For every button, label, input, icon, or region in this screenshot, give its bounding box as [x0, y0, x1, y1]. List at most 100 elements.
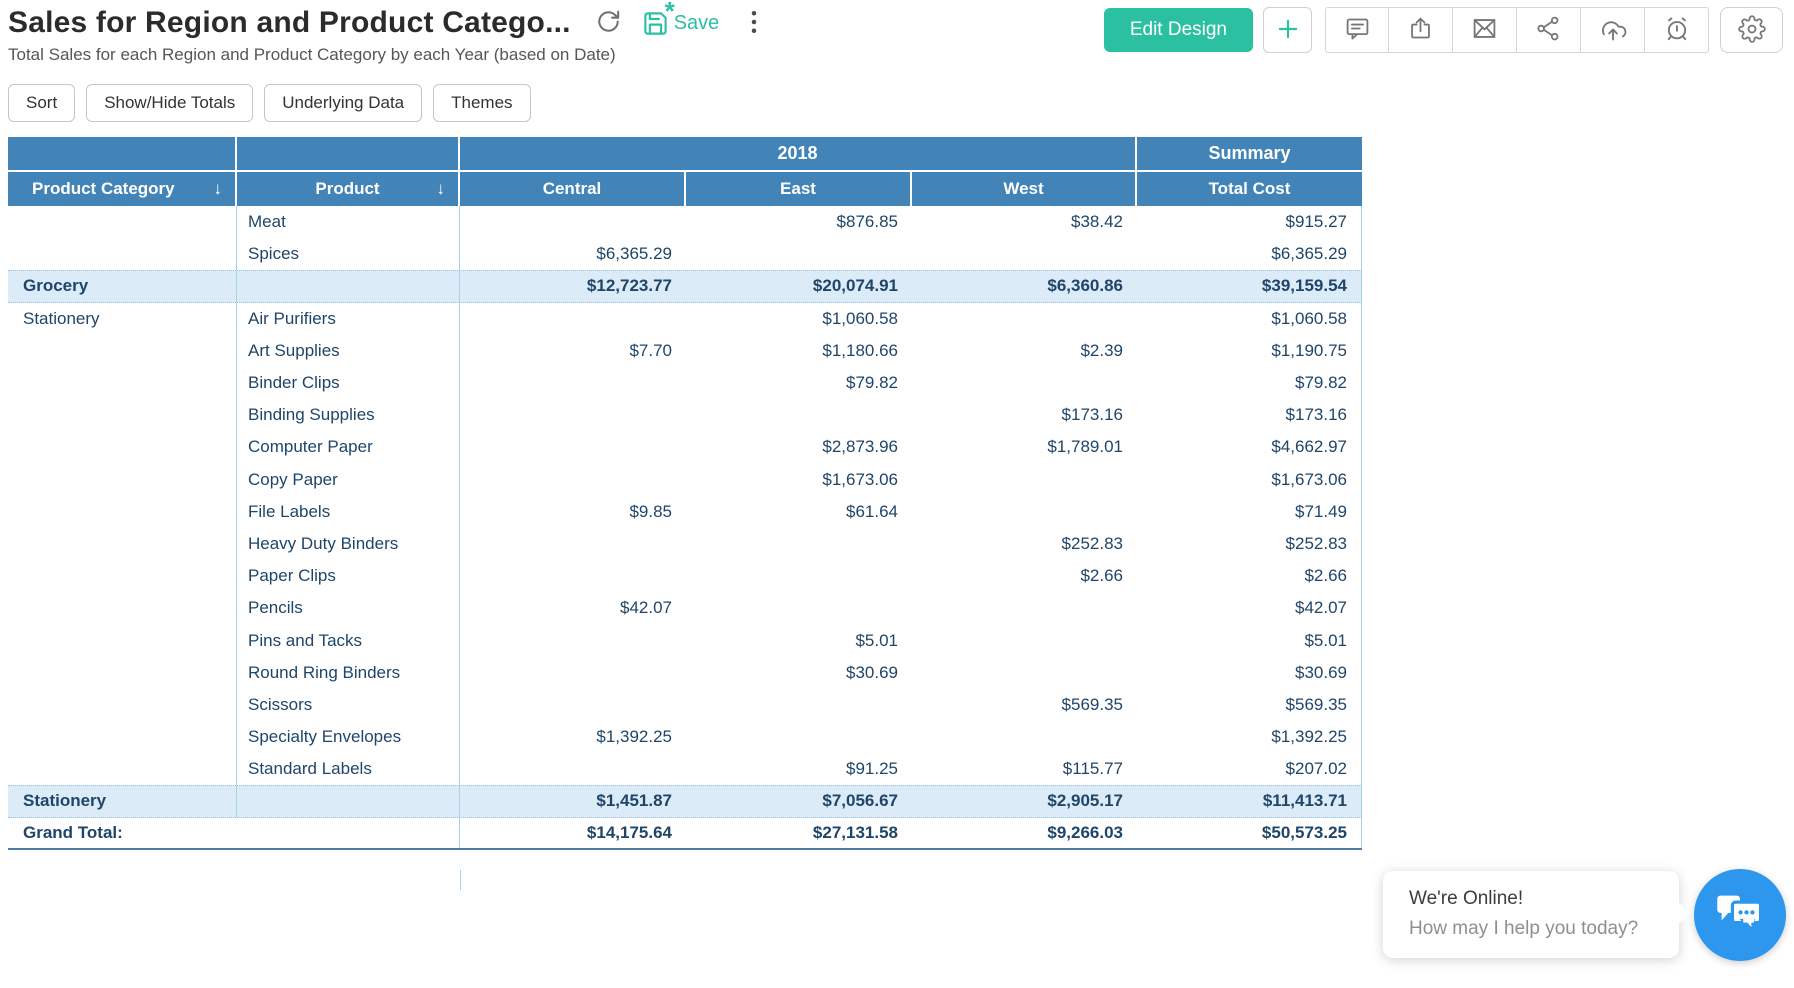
east-value-cell: [686, 560, 912, 592]
data-row: Specialty Envelopes $1,392.25 $1,392.25: [8, 721, 1362, 754]
cloud-upload-button[interactable]: [1581, 7, 1645, 53]
report-subtitle: Total Sales for each Region and Product …: [8, 45, 616, 64]
column-header-row: Product Category ↓ Product ↓ Central East West…: [8, 172, 1362, 206]
category-cell: [8, 431, 237, 464]
category-cell: Stationery: [8, 786, 237, 817]
save-button[interactable]: * Save: [642, 0, 720, 37]
underlying-data-button[interactable]: Underlying Data: [264, 84, 423, 122]
central-value-cell: [460, 464, 686, 496]
chat-greeting-text: How may I help you today?: [1409, 918, 1639, 939]
total-cost-value-cell: $30.69: [1137, 656, 1362, 689]
column-header-east[interactable]: East: [686, 172, 912, 206]
save-icon: *: [642, 0, 675, 37]
total-cost-value-cell: $1,673.06: [1137, 463, 1362, 496]
east-value-cell: $30.69: [846, 662, 898, 682]
sort-button[interactable]: Sort: [8, 84, 76, 122]
column-border-tail: [460, 869, 461, 890]
total-cost-value-cell: $71.49: [1137, 495, 1362, 528]
report-action-bar: Sort Show/Hide Totals Underlying Data Th…: [8, 84, 531, 122]
unsaved-changes-asterisk: *: [664, 0, 675, 26]
data-row: Paper Clips $2.66 $2.66: [8, 560, 1362, 593]
share-icon: [1535, 15, 1562, 45]
central-value-cell: [460, 399, 686, 431]
subtotal-row: Grocery $12,723.77 $20,074.91 $6,360.86 $39,…: [8, 270, 1362, 303]
comment-button[interactable]: [1325, 7, 1389, 53]
more-options-button[interactable]: [739, 7, 769, 40]
refresh-icon: [595, 8, 622, 38]
group-header-2018: 2018: [460, 137, 1137, 170]
add-button[interactable]: [1263, 7, 1312, 53]
total-cost-value-cell: $207.02: [1137, 753, 1362, 786]
central-value-cell: [460, 206, 686, 238]
edit-design-button[interactable]: Edit Design: [1103, 8, 1253, 52]
central-value-cell: [460, 367, 686, 399]
data-row: Computer Paper $2,873.96 $1,789.01 $4,662.9…: [8, 431, 1362, 464]
east-value-cell: [686, 721, 912, 753]
subtotal-row: Stationery $1,451.87 $7,056.67 $2,905.17 $11…: [8, 785, 1362, 818]
product-cell: Binding Supplies: [237, 399, 460, 432]
column-label: East: [780, 179, 816, 198]
central-value-cell: [460, 657, 686, 689]
east-value-cell: $20,074.91: [812, 276, 898, 296]
data-row: Scissors $569.35 $569.35: [8, 688, 1362, 721]
export-button[interactable]: [1389, 7, 1453, 53]
category-cell: [8, 238, 237, 271]
product-cell: Standard Labels: [237, 753, 460, 786]
central-value-cell: $12,723.77: [586, 276, 672, 296]
column-header-product[interactable]: Product ↓: [237, 172, 460, 206]
total-cost-value-cell: $1,190.75: [1137, 334, 1362, 367]
central-value-cell: [460, 528, 686, 560]
share-button[interactable]: [1517, 7, 1581, 53]
data-row: Standard Labels $91.25 $115.77 $207.02: [8, 753, 1362, 786]
report-tools-button-group: [1325, 7, 1709, 53]
chat-greeting-bubble[interactable]: We're Online! How may I help you today?: [1383, 871, 1690, 958]
west-value-cell: $1,789.01: [1047, 437, 1123, 457]
column-label: Product: [315, 179, 380, 198]
category-cell: [8, 463, 237, 496]
export-icon: [1407, 15, 1434, 45]
grand-total-row: Grand Total: $14,175.64 $27,131.58 $9,266.0…: [8, 817, 1362, 850]
refresh-button[interactable]: [595, 8, 622, 38]
column-header-west[interactable]: West: [912, 172, 1137, 206]
west-value-cell: $115.77: [1062, 759, 1123, 779]
total-cost-value-cell: $50,573.25: [1137, 817, 1362, 848]
pivot-table: 2018 Summary Product Category ↓ Product ↓ Cen…: [8, 137, 1362, 890]
report-header: Sales for Region and Product Catego...: [8, 0, 769, 65]
category-cell: [8, 527, 237, 561]
product-cell: Art Supplies: [237, 334, 460, 367]
show-hide-totals-button[interactable]: Show/Hide Totals: [86, 84, 254, 122]
data-row: Stationery Air Purifiers $1,060.58 $1,060.5…: [8, 302, 1362, 335]
email-button[interactable]: [1453, 7, 1517, 53]
column-header-central[interactable]: Central: [460, 172, 686, 206]
settings-button[interactable]: [1720, 7, 1783, 53]
data-row: Binding Supplies $173.16 $173.16: [8, 399, 1362, 432]
product-cell: Meat: [237, 206, 460, 239]
themes-button[interactable]: Themes: [433, 84, 531, 122]
west-value-cell: [912, 496, 1137, 528]
category-cell: [8, 399, 237, 432]
settings-icon: [1737, 14, 1766, 46]
category-cell: [8, 721, 237, 754]
product-cell: Heavy Duty Binders: [237, 527, 460, 561]
category-cell: [8, 624, 237, 657]
save-label: Save: [673, 11, 720, 34]
schedule-button[interactable]: [1645, 7, 1709, 53]
add-icon: [1275, 16, 1301, 45]
west-value-cell: [912, 464, 1137, 496]
column-header-total-cost[interactable]: Total Cost: [1137, 172, 1362, 206]
data-row: Meat $876.85 $38.42 $915.27: [8, 206, 1362, 239]
east-value-cell: [686, 528, 912, 560]
comment-icon: [1344, 15, 1371, 45]
product-cell: [237, 271, 460, 302]
east-value-cell: $7,056.67: [822, 791, 898, 811]
column-header-product-category[interactable]: Product Category ↓: [8, 172, 237, 206]
chat-launcher-button[interactable]: [1694, 869, 1786, 961]
total-cost-value-cell: $79.82: [1137, 366, 1362, 400]
category-cell: Stationery: [8, 302, 237, 335]
total-cost-value-cell: $569.35: [1137, 688, 1362, 721]
data-row: Copy Paper $1,673.06 $1,673.06: [8, 463, 1362, 496]
central-value-cell: [460, 753, 686, 785]
total-cost-value-cell: $4,662.97: [1137, 431, 1362, 464]
product-cell: Scissors: [237, 688, 460, 721]
category-cell: [8, 366, 237, 400]
